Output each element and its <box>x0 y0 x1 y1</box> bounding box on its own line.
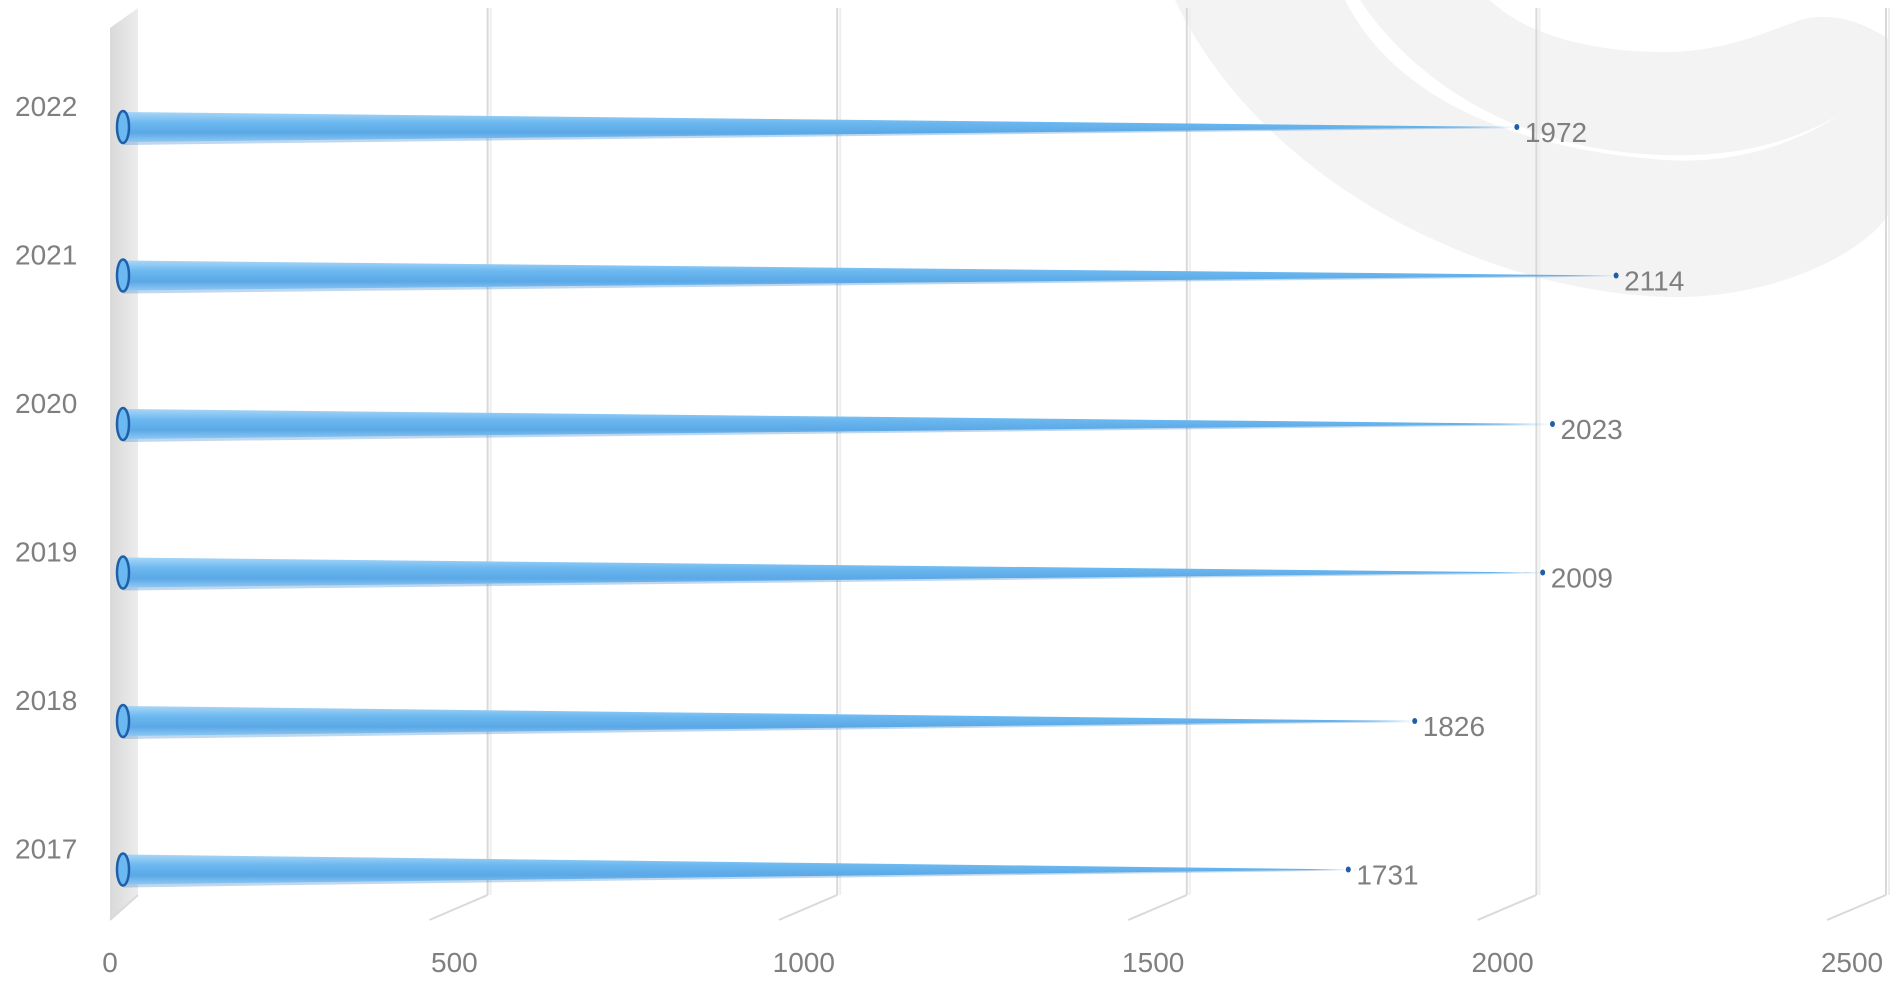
bar-base <box>115 703 131 739</box>
bar-cone <box>123 260 1617 291</box>
chart-side-wall <box>110 8 138 920</box>
y-category-label: 2018 <box>15 685 77 716</box>
y-category-label: 2021 <box>15 240 77 271</box>
bar-tip <box>1345 866 1351 873</box>
bar-tip <box>1540 569 1546 576</box>
bar-cone <box>123 706 1415 736</box>
floor-tick <box>109 894 139 921</box>
x-tick-label: 1500 <box>1122 947 1184 978</box>
bar-base <box>115 258 131 293</box>
value-axis: 0 500 1000 1500 2000 2500 <box>102 947 1883 978</box>
bars: 1731 1826 2009 2023 2114 1972 <box>115 109 1684 891</box>
bar-cone <box>123 409 1553 439</box>
bar-cone <box>123 854 1349 885</box>
y-category-label: 2017 <box>15 834 77 865</box>
data-label: 2114 <box>1624 266 1684 297</box>
bar-2021 <box>115 258 1619 294</box>
category-axis: 2017 2018 2019 2020 2021 2022 <box>15 91 77 865</box>
y-category-label: 2019 <box>15 537 77 568</box>
bar-base <box>115 852 131 887</box>
bar-base <box>115 109 131 145</box>
data-label: 2023 <box>1560 414 1622 445</box>
x-tick-label: 2500 <box>1821 947 1883 978</box>
bar-2020 <box>115 406 1555 442</box>
bar-tip <box>1549 421 1555 427</box>
bar-tip <box>1412 718 1418 724</box>
bar-base <box>115 406 131 442</box>
bar-cone <box>123 557 1543 588</box>
x-tick-label: 500 <box>431 947 478 978</box>
bar-base <box>115 555 131 590</box>
bar-cone <box>123 112 1517 142</box>
floor-tick <box>1127 894 1188 921</box>
bar-tip <box>1514 124 1520 130</box>
x-tick-label: 1000 <box>773 947 835 978</box>
bar-2022 <box>115 109 1520 145</box>
y-category-label: 2022 <box>15 91 77 122</box>
floor-tick <box>1477 894 1537 921</box>
data-label: 1731 <box>1356 860 1418 891</box>
x-tick-label: 0 <box>102 947 118 978</box>
bar-2019 <box>115 555 1546 591</box>
bar-2017 <box>115 852 1351 888</box>
data-label: 2009 <box>1551 563 1613 594</box>
y-category-label: 2020 <box>15 388 77 419</box>
bar-2018 <box>115 703 1418 739</box>
floor-tick <box>429 894 488 921</box>
data-label: 1826 <box>1423 711 1485 742</box>
data-label: 1972 <box>1525 117 1587 148</box>
floor-tick <box>1826 894 1887 921</box>
floor-tick <box>778 894 838 921</box>
x-tick-label: 2000 <box>1471 947 1533 978</box>
background-watermark <box>1175 0 1890 298</box>
bar-tip <box>1613 272 1619 279</box>
gridlines <box>109 8 1890 921</box>
